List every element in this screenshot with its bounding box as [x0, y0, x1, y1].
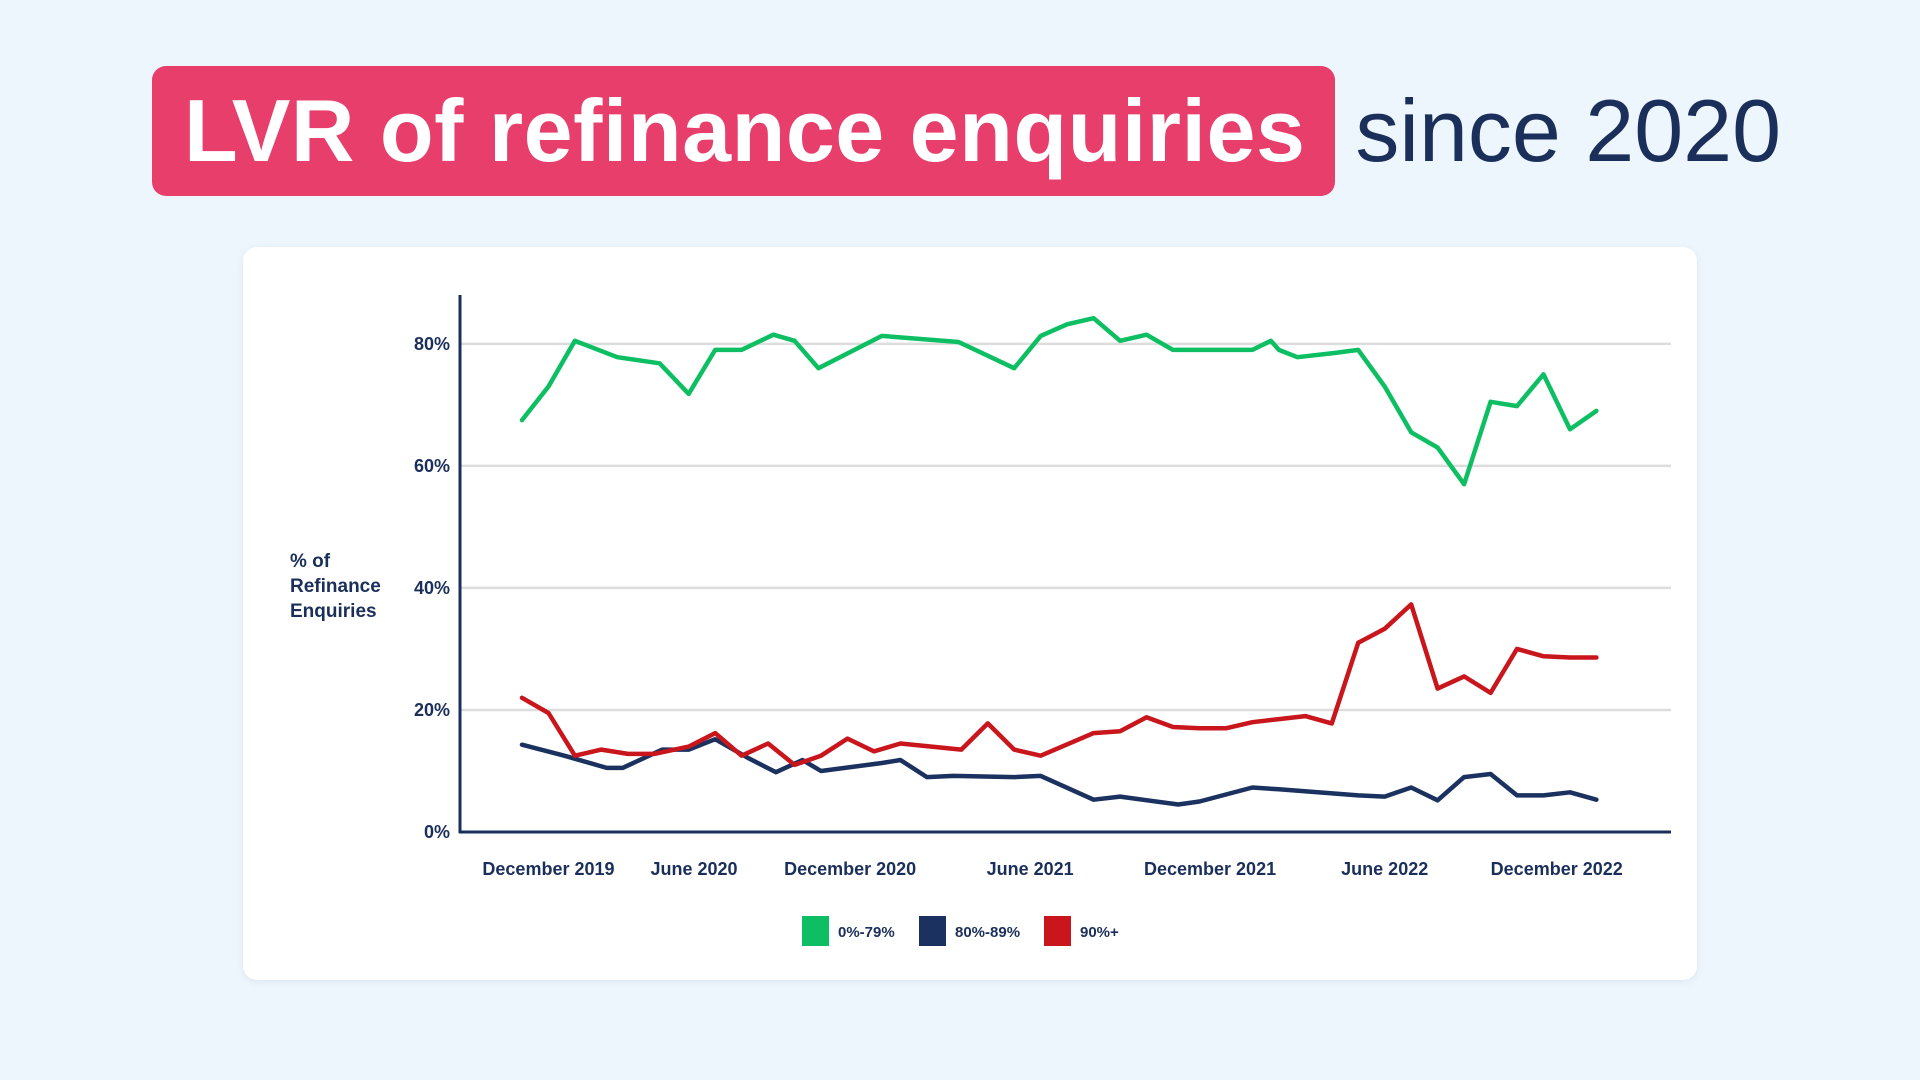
- legend-label: 80%-89%: [955, 924, 1020, 941]
- x-tick-label: June 2022: [1341, 859, 1428, 879]
- series-line-0%-79%: [519, 315, 1599, 487]
- x-tick-label: December 2021: [1144, 859, 1276, 879]
- y-axis-label-line: Enquiries: [290, 601, 377, 622]
- x-tick-labels: December 2019 June 2020 December 2020 June …: [482, 859, 1622, 879]
- legend-label: 0%-79%: [838, 924, 895, 941]
- y-axis-label: % of Refinance Enquiries: [290, 551, 381, 622]
- y-axis-label-line: Refinance: [290, 576, 381, 597]
- y-tick-label: 80%: [414, 334, 450, 354]
- y-axis-label-line: % of: [290, 551, 331, 572]
- y-tick-label: 0%: [424, 822, 450, 842]
- line-chart: 0%20%40%60%80% December 2019 June 2020 Dec…: [290, 295, 1671, 946]
- series-lines: [519, 315, 1599, 807]
- x-tick-label: December 2022: [1491, 859, 1623, 879]
- legend-swatch: [1044, 916, 1071, 946]
- legend-label: 90%+: [1080, 924, 1119, 941]
- legend: 0%-79% 80%-89% 90%+: [802, 916, 1119, 946]
- series-line-90%+: [519, 602, 1599, 768]
- y-tick-label: 20%: [414, 700, 450, 720]
- x-tick-label: June 2020: [650, 859, 737, 879]
- legend-swatch: [919, 916, 946, 946]
- x-tick-label: December 2019: [482, 859, 614, 879]
- grid-lines: [460, 342, 1671, 712]
- y-tick-label: 40%: [414, 578, 450, 598]
- x-tick-label: December 2020: [784, 859, 916, 879]
- y-tick-label: 60%: [414, 456, 450, 476]
- title-rest: since 2020: [1355, 81, 1782, 180]
- series-line-80%-89%: [519, 736, 1599, 807]
- x-tick-label: June 2021: [987, 859, 1074, 879]
- axes: [458, 295, 1671, 834]
- title-highlight: LVR of refinance enquiries: [152, 66, 1336, 196]
- y-tick-labels: 0% 20% 40% 60% 80%: [414, 334, 450, 842]
- chart-card: 0% 20% 40% 60% 80% December 2019 June 2020 Dec…: [243, 247, 1697, 980]
- legend-swatch: [802, 916, 829, 946]
- page-title: LVR of refinance enquiries since 2020: [152, 66, 1781, 196]
